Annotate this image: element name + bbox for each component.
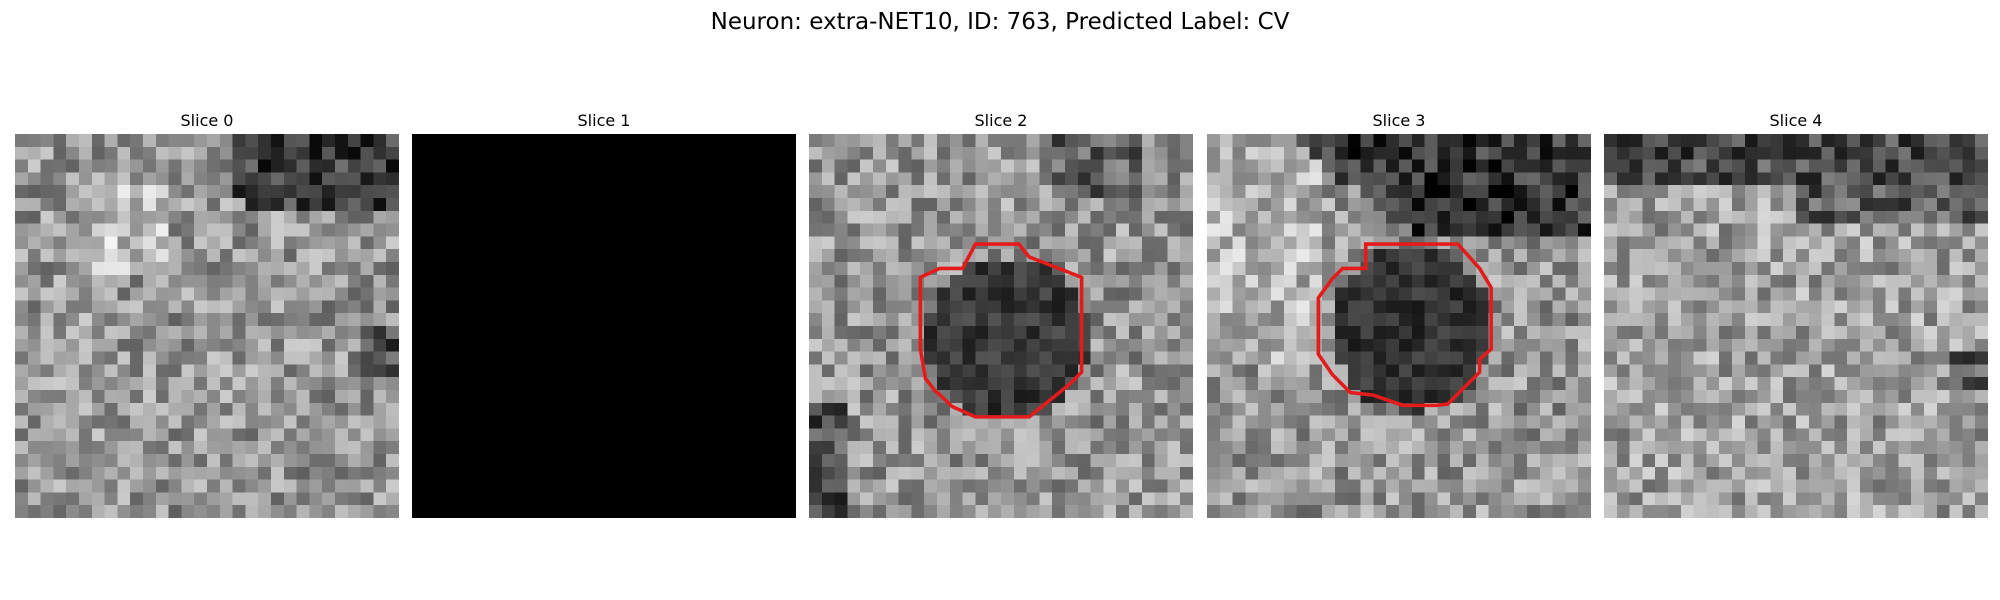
slice-panel-1: Slice 1	[412, 108, 796, 518]
blank-slice-fill	[412, 134, 796, 518]
slice-title-3: Slice 3	[1372, 111, 1426, 130]
slice-image-0	[15, 134, 399, 518]
slice-title-1: Slice 1	[577, 111, 631, 130]
slice-title-4: Slice 4	[1769, 111, 1823, 130]
slice-title-0: Slice 0	[180, 111, 234, 130]
slice-title-2: Slice 2	[974, 111, 1028, 130]
slice-image-3	[1207, 134, 1591, 518]
slice-image-2	[809, 134, 1193, 518]
segmentation-contour	[918, 242, 1084, 419]
segmentation-contour	[1316, 242, 1493, 408]
slice-panel-4: Slice 4	[1604, 108, 1988, 518]
slice-panel-0: Slice 0	[15, 108, 399, 518]
slice-image-1	[412, 134, 796, 518]
slice-panel-3: Slice 3	[1207, 108, 1591, 518]
figure-title: Neuron: extra-NET10, ID: 763, Predicted …	[710, 9, 1290, 35]
slice-image-4	[1604, 134, 1988, 518]
slice-panel-2: Slice 2	[809, 108, 1193, 518]
